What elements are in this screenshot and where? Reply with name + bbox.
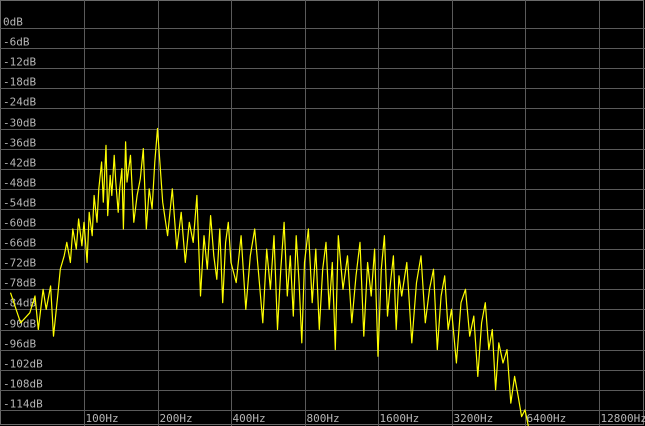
x-tick-label: 400Hz	[233, 412, 266, 425]
y-axis: 0dB -6dB -12dB -18dB -24dB -30dB -36dB -42dB -48…	[3, 16, 43, 411]
x-tick-label: 6400Hz	[527, 412, 567, 425]
y-tick-label: -102dB	[3, 358, 43, 371]
y-tick-label: -42dB	[3, 157, 36, 170]
x-tick-label: 3200Hz	[454, 412, 494, 425]
x-axis: 100Hz 200Hz 400Hz 800Hz 1600Hz 3200Hz 6400Hz 12…	[86, 412, 645, 425]
y-tick-label: -6dB	[3, 36, 30, 49]
y-tick-label: -96dB	[3, 338, 36, 351]
y-tick-label: 0dB	[3, 16, 23, 29]
x-tick-label: 12800Hz	[601, 412, 645, 425]
y-tick-label: -48dB	[3, 177, 36, 190]
x-tick-label: 200Hz	[160, 412, 193, 425]
x-tick-label: 100Hz	[86, 412, 119, 425]
y-tick-label: -114dB	[3, 398, 43, 411]
y-tick-label: -108dB	[3, 378, 43, 391]
y-tick-label: -78dB	[3, 277, 36, 290]
y-tick-label: -54dB	[3, 197, 36, 210]
y-tick-label: -60dB	[3, 217, 36, 230]
y-tick-label: -90dB	[3, 318, 36, 331]
y-tick-label: -72dB	[3, 257, 36, 270]
y-tick-label: -12dB	[3, 56, 36, 69]
series-layer	[9, 127, 529, 426]
y-tick-label: -30dB	[3, 117, 36, 130]
y-tick-label: -66dB	[3, 237, 36, 250]
y-tick-label: -24dB	[3, 96, 36, 109]
spectrum-line	[9, 127, 529, 426]
y-tick-label: -84dB	[3, 297, 36, 310]
y-tick-label: -36dB	[3, 137, 36, 150]
x-tick-label: 1600Hz	[380, 412, 420, 425]
y-tick-label: -18dB	[3, 76, 36, 89]
x-tick-label: 800Hz	[307, 412, 340, 425]
